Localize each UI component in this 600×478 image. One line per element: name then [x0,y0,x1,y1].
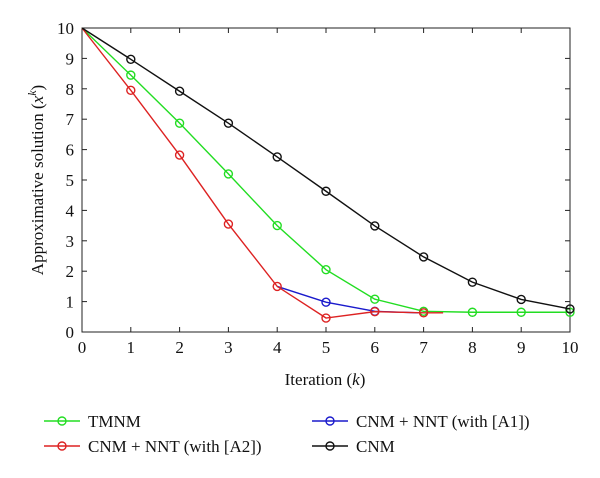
y-tick-label: 2 [66,262,75,281]
y-tick-label: 5 [66,171,75,190]
series-line [81,27,571,310]
legend-marker [325,416,335,426]
data-point [321,313,331,323]
x-tick-label: 0 [78,338,87,357]
data-point [516,294,526,305]
data-point [174,118,185,128]
legend-label: CNM + NNT (with [A2]) [88,437,262,456]
series-0 [81,27,575,317]
legend-item: CNM + NNT (with [A2]) [44,437,262,456]
x-tick-label: 9 [517,338,526,357]
y-tick-label: 3 [66,232,75,251]
data-point [321,264,331,275]
y-axis-title: Approximative solution (xk) [25,85,47,275]
x-axis-title: Iteration (k) [285,370,366,389]
legend-item: CNM + NNT (with [A1]) [312,412,530,431]
data-point [272,220,282,231]
x-tick-label: 7 [419,338,428,357]
data-point [174,150,185,160]
data-point [467,307,478,317]
legend-item: TMNM [44,412,141,431]
series-line [81,27,444,319]
x-tick-label: 6 [371,338,380,357]
x-tick-label: 3 [224,338,233,357]
data-point [370,306,380,317]
data-point [321,297,331,307]
series-layer [81,27,575,323]
y-tick-label: 7 [66,110,75,129]
data-point [418,308,429,318]
plot-area [81,27,571,333]
data-point [565,304,575,314]
data-point [418,252,429,262]
data-point [223,118,234,128]
data-point [126,85,136,96]
x-tick-label: 2 [175,338,184,357]
data-point [467,277,478,287]
data-point [223,169,234,179]
legend-marker [57,441,67,451]
y-tick-label: 8 [66,80,75,99]
series-line [81,27,570,313]
y-tick-label: 6 [66,141,75,160]
series-3 [81,27,575,314]
y-tick-label: 10 [57,19,74,38]
legend: TMNM CNM + NNT (with [A2]) CNM + NNT (with… [44,412,530,456]
x-tick-label: 1 [127,338,136,357]
data-point [272,281,282,292]
legend-label: CNM [356,437,395,456]
data-point [321,186,331,196]
legend-label: CNM + NNT (with [A1]) [356,412,530,431]
data-point [272,152,282,162]
plot-frame [81,27,571,333]
legend-item: CNM [312,437,395,456]
legend-marker [325,441,335,451]
x-tick-label: 10 [562,338,579,357]
data-point [516,307,526,317]
data-point [370,294,380,304]
x-tick-label: 4 [273,338,282,357]
x-tick-label: 5 [322,338,331,357]
y-tick-label: 4 [66,201,75,220]
legend-marker [57,416,67,426]
data-point [126,70,136,80]
data-point [126,54,136,65]
x-tick-label: 8 [468,338,477,357]
data-point [223,219,234,229]
data-point [174,86,185,96]
data-point [370,221,380,231]
y-tick-label: 9 [66,49,75,68]
legend-label: TMNM [88,412,141,431]
axis-ticks: 0 1 2 3 4 5 6 7 8 9 10 0 1 2 3 4 5 6 7 8 9 10 [57,19,579,357]
y-tick-label: 0 [66,323,75,342]
y-tick-label: 1 [66,293,75,312]
series-2 [81,27,444,323]
